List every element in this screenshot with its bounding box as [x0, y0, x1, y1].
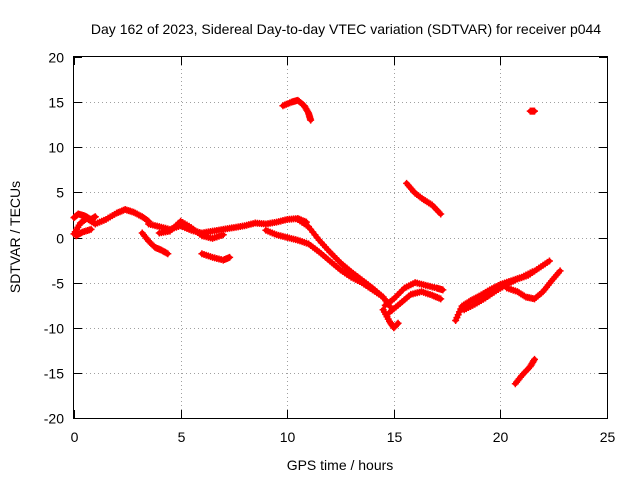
y-tick-label: 0 — [56, 231, 64, 247]
series-arc-12 — [379, 306, 402, 332]
y-tick-label: 20 — [48, 50, 64, 66]
data-point — [439, 286, 447, 294]
y-axis-label: SDTVAR / TECUs — [7, 181, 23, 293]
y-tick-label: -5 — [52, 276, 65, 292]
series-arc-8 — [262, 226, 387, 301]
ticks-layer: 0 5 10 15 20 25 -20 -15 -10 -5 0 5 10 15 20 — [44, 50, 616, 446]
data-point — [531, 355, 539, 363]
data-point — [545, 257, 553, 265]
data-point — [530, 357, 538, 365]
data-point — [219, 231, 227, 239]
grid-layer — [74, 57, 607, 418]
data-point — [531, 107, 539, 115]
series-arc-3 — [72, 225, 95, 240]
series-arc-9 — [294, 215, 394, 310]
data-point — [393, 320, 401, 328]
data-point — [437, 210, 445, 218]
data-point — [437, 295, 445, 303]
series-trace — [295, 216, 392, 309]
data-point — [87, 225, 95, 233]
y-tick-label: -20 — [44, 411, 64, 427]
data-point — [91, 213, 99, 221]
x-tick-label: 10 — [280, 429, 296, 445]
data-layer — [70, 96, 564, 388]
series-arc-1 — [70, 206, 153, 238]
series-arc-7 — [198, 250, 234, 264]
data-point — [226, 253, 234, 261]
series-trace — [504, 268, 563, 302]
x-axis-label: GPS time / hours — [287, 457, 394, 473]
plot-frame — [73, 56, 608, 419]
series-arc-6 — [155, 217, 227, 242]
x-tick-label: 20 — [493, 429, 509, 445]
series-arc-10 — [279, 96, 315, 124]
series-arc-14 — [386, 288, 445, 316]
y-tick-label: 10 — [48, 140, 64, 156]
x-tick-label: 25 — [600, 429, 616, 445]
series-arc-18 — [511, 355, 539, 388]
series-arc-16 — [460, 257, 553, 314]
series-arc-13 — [381, 279, 447, 309]
chart-title: Day 162 of 2023, Sidereal Day-to-day VTE… — [91, 21, 601, 37]
y-tick-label: 15 — [48, 95, 64, 111]
x-tick-label: 5 — [178, 429, 186, 445]
series-arc-2 — [70, 210, 99, 223]
y-tick-label: -10 — [44, 321, 64, 337]
y-tick-label: 5 — [56, 185, 64, 201]
data-point — [164, 250, 172, 258]
x-tick-label: 15 — [387, 429, 403, 445]
series-arc-11 — [403, 179, 445, 218]
data-point — [556, 267, 564, 275]
series-arc-19 — [526, 107, 539, 115]
data-point — [307, 116, 315, 124]
data-point — [394, 319, 402, 327]
x-tick-label: 0 — [71, 429, 79, 445]
series-arc-17 — [503, 267, 564, 303]
series-arc-4 — [138, 229, 172, 258]
y-tick-label: -15 — [44, 366, 64, 382]
